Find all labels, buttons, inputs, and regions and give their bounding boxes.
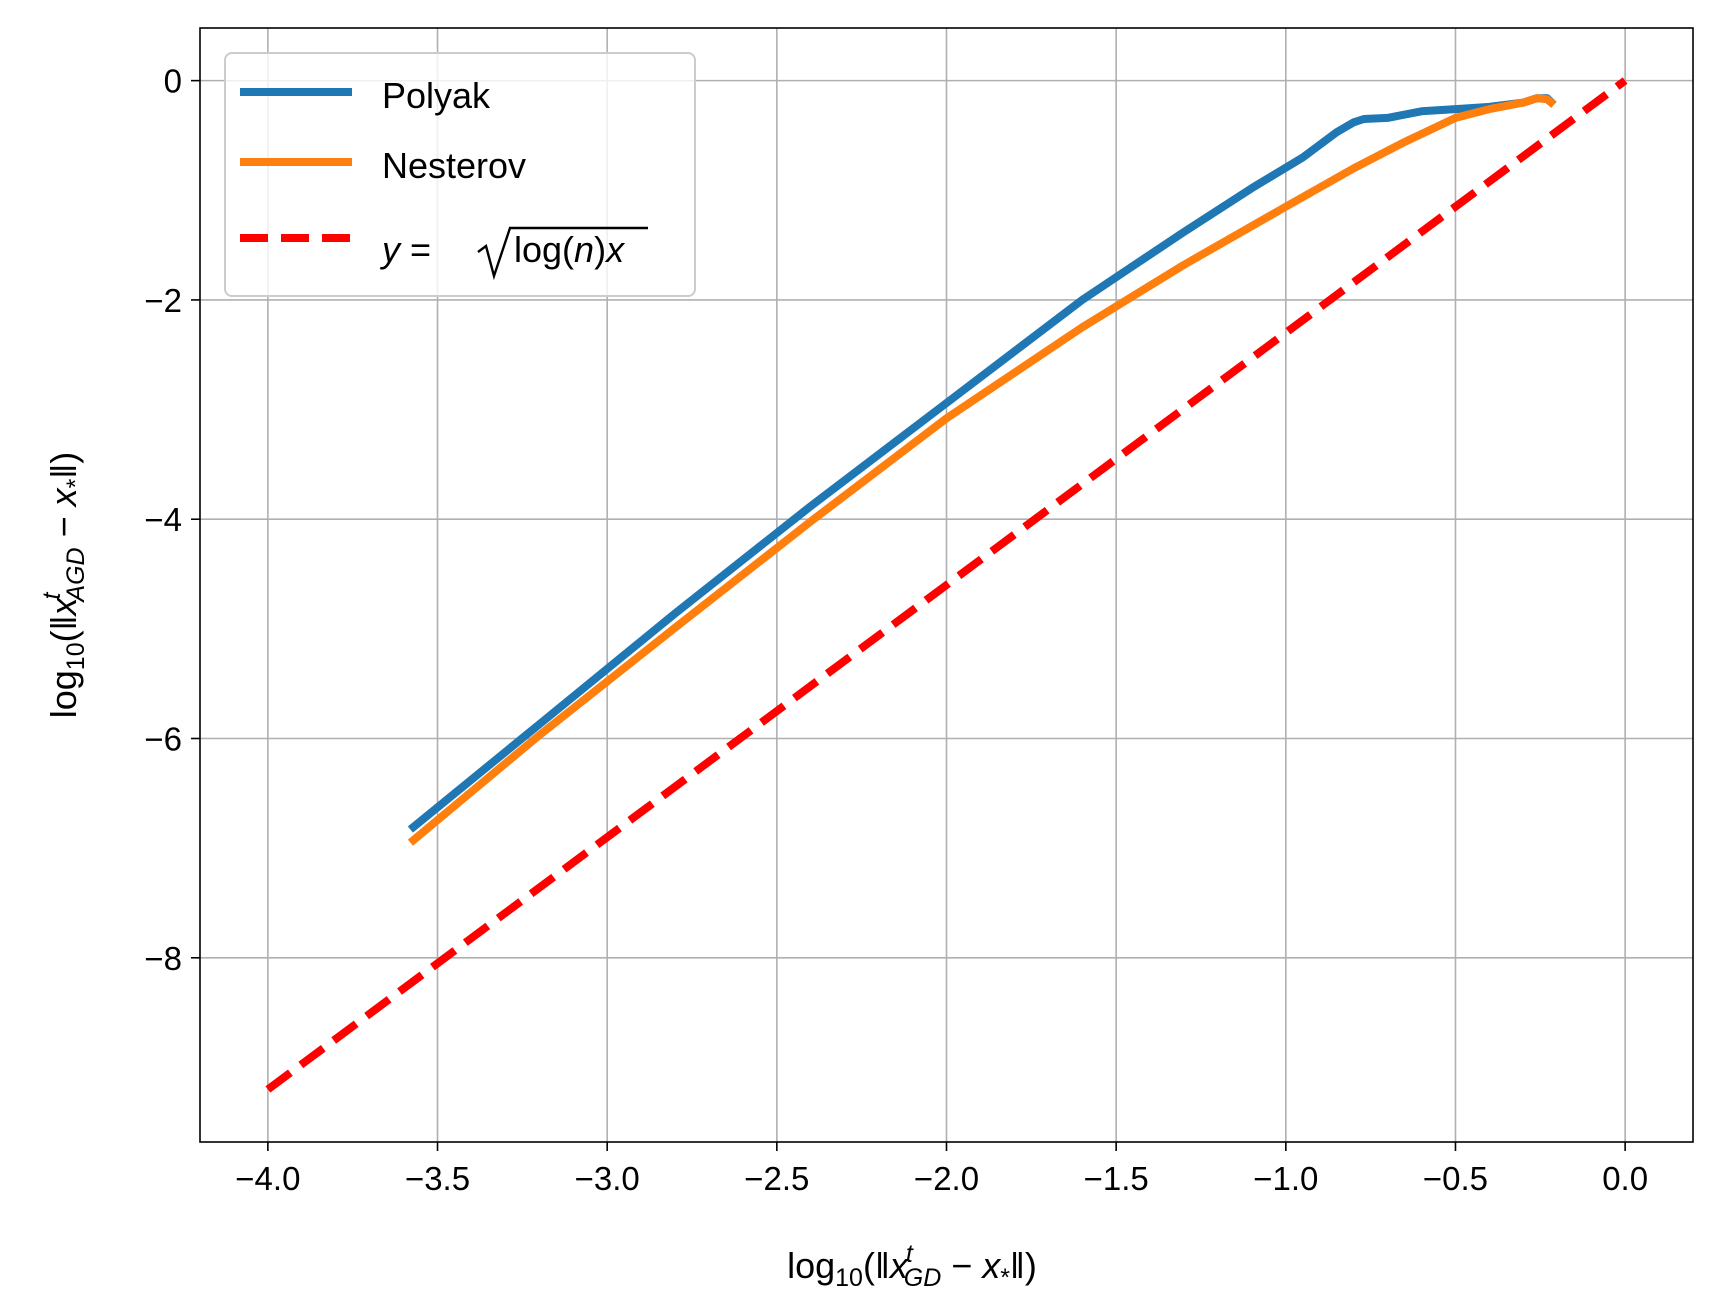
y-tick-label: −8: [144, 940, 182, 977]
sqrt-sign: [477, 226, 648, 281]
y-tick-label: −2: [144, 282, 182, 319]
y-axis-label: log10(‖xtAGD − x*‖): [38, 452, 90, 718]
y-tick-label: 0: [164, 63, 182, 100]
x-tick-label: −3.5: [405, 1160, 470, 1197]
x-tick-label: −0.5: [1423, 1160, 1488, 1197]
x-tick-label: 0.0: [1602, 1160, 1648, 1197]
x-tick-label: −2.0: [914, 1160, 979, 1197]
series-line-reference: [265, 77, 1628, 1093]
x-tick-label: −1.5: [1084, 1160, 1149, 1197]
legend-label-reference: y = log(n)x: [379, 226, 648, 281]
x-axis-label: log10(‖xt GD − x*‖): [787, 1240, 1037, 1292]
y-tick-label: −4: [144, 501, 182, 538]
series-lines: [265, 77, 1628, 1093]
legend-label-polyak: Polyak: [382, 75, 491, 116]
legend-label-nesterov: Nesterov: [382, 145, 526, 186]
x-tick-label: −1.0: [1253, 1160, 1318, 1197]
legend: Polyak Nesterov y = log(n)x: [224, 52, 696, 297]
ticks: −4.0 −3.5 −3.0 −2.5 −2.0 −1.5 −1.0 −0.5 0.0 0 −2 −4…: [144, 63, 1648, 1197]
x-tick-label: −2.5: [744, 1160, 809, 1197]
svg-text:y =: y =: [379, 229, 431, 270]
series-line-nesterov: [407, 94, 1557, 846]
x-tick-label: −4.0: [235, 1160, 300, 1197]
y-tick-label: −6: [144, 721, 182, 758]
svg-text:log(n)x: log(n)x: [514, 229, 626, 270]
x-tick-label: −3.0: [575, 1160, 640, 1197]
